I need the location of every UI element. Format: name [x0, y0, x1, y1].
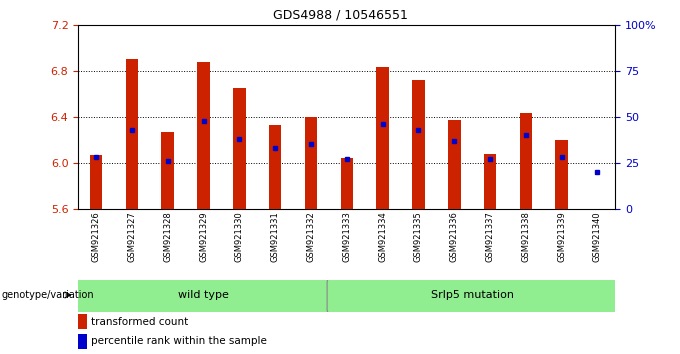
Bar — [126, 59, 138, 209]
Text: GSM921337: GSM921337 — [486, 211, 494, 262]
Bar — [161, 132, 174, 209]
Text: GSM921333: GSM921333 — [342, 211, 352, 262]
Text: GDS4988 / 10546551: GDS4988 / 10546551 — [273, 9, 407, 22]
Bar — [341, 158, 353, 209]
Text: GSM921338: GSM921338 — [522, 211, 530, 262]
Bar — [90, 155, 103, 209]
Bar — [556, 140, 568, 209]
Bar — [376, 67, 389, 209]
Text: GSM921326: GSM921326 — [92, 211, 101, 262]
Bar — [78, 314, 87, 329]
Text: GSM921339: GSM921339 — [557, 211, 566, 262]
Bar — [233, 88, 245, 209]
Text: Srlp5 mutation: Srlp5 mutation — [430, 290, 513, 300]
Text: GSM921329: GSM921329 — [199, 211, 208, 262]
Text: GSM921330: GSM921330 — [235, 211, 244, 262]
Text: genotype/variation: genotype/variation — [1, 290, 94, 300]
Bar — [269, 125, 282, 209]
Bar — [305, 117, 318, 209]
Text: percentile rank within the sample: percentile rank within the sample — [92, 336, 267, 346]
Text: GSM921335: GSM921335 — [414, 211, 423, 262]
Text: GSM921336: GSM921336 — [449, 211, 459, 262]
Text: wild type: wild type — [178, 290, 229, 300]
Text: GSM921334: GSM921334 — [378, 211, 387, 262]
Text: GSM921340: GSM921340 — [593, 211, 602, 262]
Bar — [483, 154, 496, 209]
FancyBboxPatch shape — [327, 279, 617, 313]
Text: GSM921332: GSM921332 — [307, 211, 316, 262]
Bar — [197, 62, 210, 209]
Text: transformed count: transformed count — [92, 316, 189, 327]
Text: GSM921328: GSM921328 — [163, 211, 172, 262]
Text: GSM921327: GSM921327 — [127, 211, 137, 262]
Bar — [412, 80, 425, 209]
Bar — [520, 113, 532, 209]
Bar — [78, 334, 87, 348]
Bar — [448, 120, 460, 209]
Text: GSM921331: GSM921331 — [271, 211, 279, 262]
FancyBboxPatch shape — [76, 279, 330, 313]
